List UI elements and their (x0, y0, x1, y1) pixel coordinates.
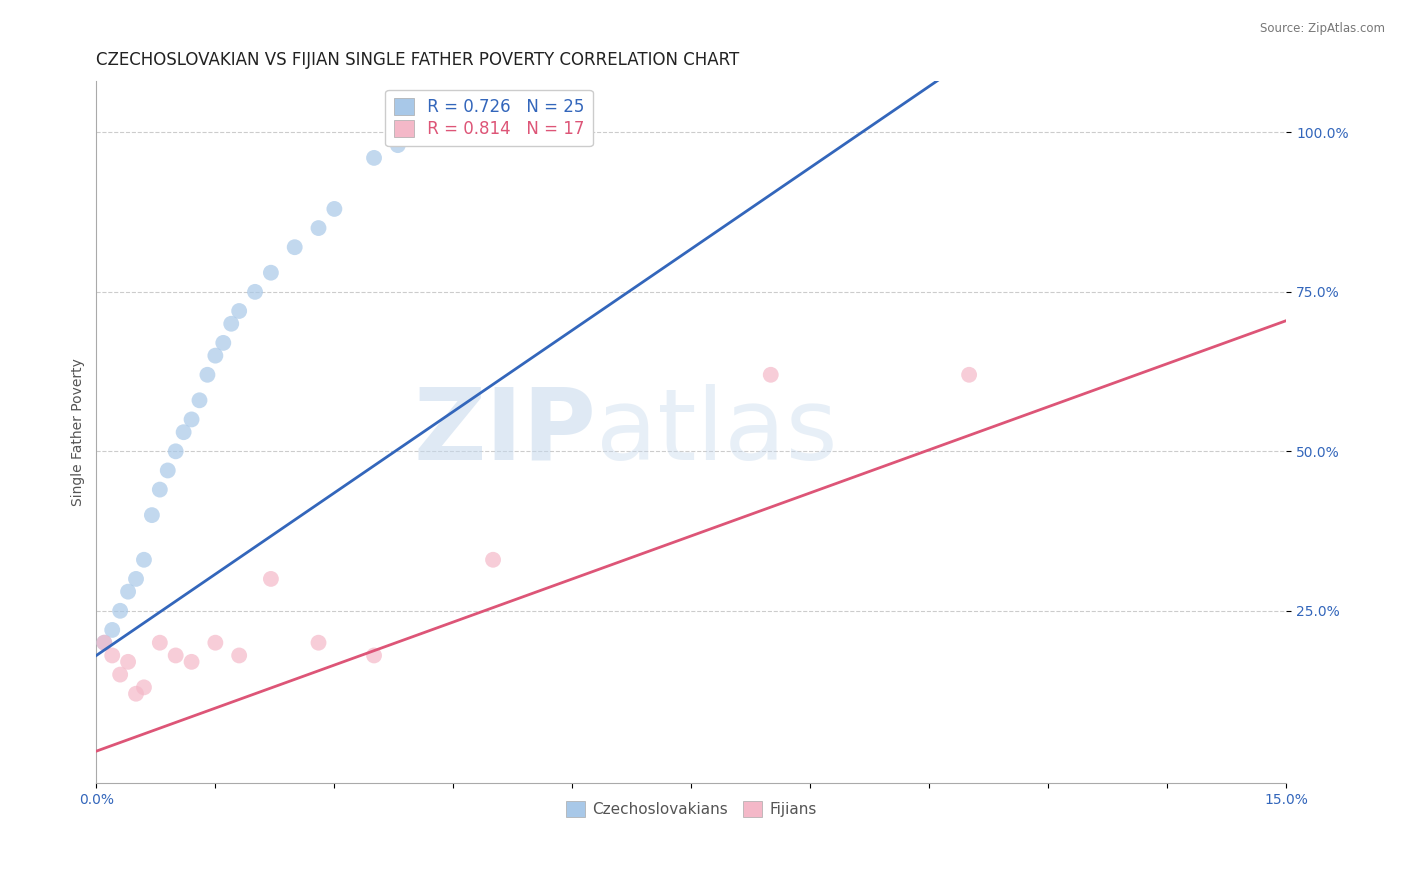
Point (165, 648, 187, 663)
Point (957, 368, 980, 382)
Point (180, 655, 202, 669)
Point (212, 335, 235, 350)
Point (101, 648, 124, 663)
Point (482, 553, 505, 567)
Point (156, 463, 179, 477)
Point (363, 151, 385, 165)
Point (219, 317, 242, 331)
Point (125, 687, 148, 701)
Text: atlas: atlas (596, 384, 838, 481)
Point (125, 572, 148, 586)
Point (188, 393, 211, 408)
Point (93, 636, 115, 650)
Legend: Czechoslovakians, Fijians: Czechoslovakians, Fijians (558, 793, 824, 824)
Point (117, 584, 139, 599)
Point (323, 202, 346, 216)
Point (149, 636, 172, 650)
Point (260, 572, 283, 586)
Point (173, 425, 195, 440)
Point (363, 648, 385, 663)
Point (308, 221, 330, 235)
Point (108, 604, 131, 618)
Point (101, 623, 124, 637)
Point (260, 266, 283, 280)
Point (132, 553, 155, 567)
Text: CZECHOSLOVAKIAN VS FIJIAN SINGLE FATHER POVERTY CORRELATION CHART: CZECHOSLOVAKIAN VS FIJIAN SINGLE FATHER … (97, 51, 740, 69)
Point (284, 240, 307, 254)
Point (141, 508, 163, 522)
Point (228, 304, 250, 318)
Point (197, 368, 219, 382)
Point (387, 138, 409, 153)
Point (180, 412, 202, 426)
Text: ZIP: ZIP (413, 384, 596, 481)
Point (308, 636, 330, 650)
Point (204, 349, 226, 363)
Y-axis label: Single Father Poverty: Single Father Poverty (72, 359, 86, 506)
Text: Source: ZipAtlas.com: Source: ZipAtlas.com (1260, 22, 1385, 36)
Point (228, 648, 250, 663)
Point (132, 681, 155, 695)
Point (165, 444, 187, 458)
Point (759, 368, 782, 382)
Point (204, 636, 226, 650)
Point (149, 483, 172, 497)
Point (117, 655, 139, 669)
Point (108, 667, 131, 681)
Point (243, 285, 266, 299)
Point (93, 636, 115, 650)
